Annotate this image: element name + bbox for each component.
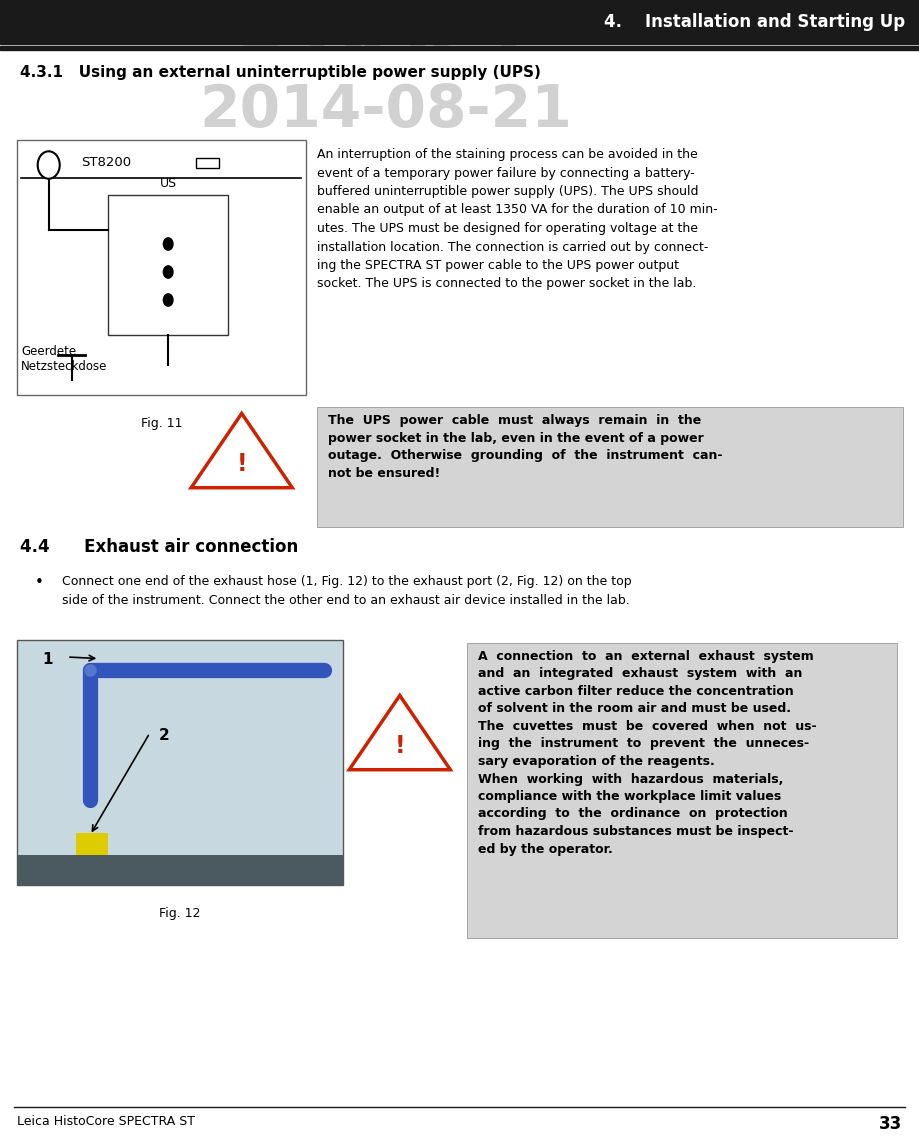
- Text: Netzsteckdose: Netzsteckdose: [21, 360, 108, 374]
- Bar: [196, 158, 219, 168]
- Text: 1: 1: [43, 653, 53, 668]
- Text: US: US: [160, 177, 176, 190]
- Bar: [0, 0, 919, 43]
- Text: Fig. 12: Fig. 12: [159, 908, 200, 920]
- Bar: [108, 195, 228, 335]
- Text: 2: 2: [159, 727, 170, 743]
- Text: Geerdete: Geerdete: [21, 345, 76, 359]
- Circle shape: [163, 293, 174, 306]
- Bar: [76, 833, 108, 855]
- Text: 4.4      Exhaust air connection: 4.4 Exhaust air connection: [20, 538, 299, 555]
- Text: The  UPS  power  cable  must  always  remain  in  the
power socket in the lab, e: The UPS power cable must always remain i…: [328, 414, 722, 480]
- Circle shape: [163, 265, 174, 279]
- Text: DRAFT: DRAFT: [235, 0, 537, 64]
- Text: 4.3.1   Using an external uninterruptible power supply (UPS): 4.3.1 Using an external uninterruptible …: [20, 65, 541, 80]
- Bar: [467, 644, 897, 938]
- Text: !: !: [394, 734, 405, 758]
- Polygon shape: [349, 695, 450, 769]
- Bar: [17, 139, 306, 395]
- Text: 33: 33: [879, 1116, 902, 1133]
- Text: !: !: [236, 451, 247, 475]
- Bar: [0, 46, 919, 50]
- Text: •: •: [35, 575, 44, 590]
- Circle shape: [163, 237, 174, 250]
- Text: A  connection  to  an  external  exhaust  system
and  an  integrated  exhaust  s: A connection to an external exhaust syst…: [478, 650, 816, 855]
- Text: Fig. 11: Fig. 11: [141, 417, 182, 430]
- Text: 2014-08-21: 2014-08-21: [199, 81, 573, 138]
- Text: Leica HistoCore SPECTRA ST: Leica HistoCore SPECTRA ST: [17, 1116, 195, 1128]
- Text: ST8200: ST8200: [81, 157, 131, 169]
- Polygon shape: [191, 414, 292, 488]
- Bar: [17, 855, 343, 885]
- Text: Connect one end of the exhaust hose (1, Fig. 12) to the exhaust port (2, Fig. 12: Connect one end of the exhaust hose (1, …: [62, 575, 632, 607]
- Bar: [17, 640, 343, 885]
- Text: 4.    Installation and Starting Up: 4. Installation and Starting Up: [604, 13, 905, 31]
- Circle shape: [38, 151, 60, 178]
- Text: An interruption of the staining process can be avoided in the
event of a tempora: An interruption of the staining process …: [317, 147, 718, 290]
- Bar: [317, 407, 903, 527]
